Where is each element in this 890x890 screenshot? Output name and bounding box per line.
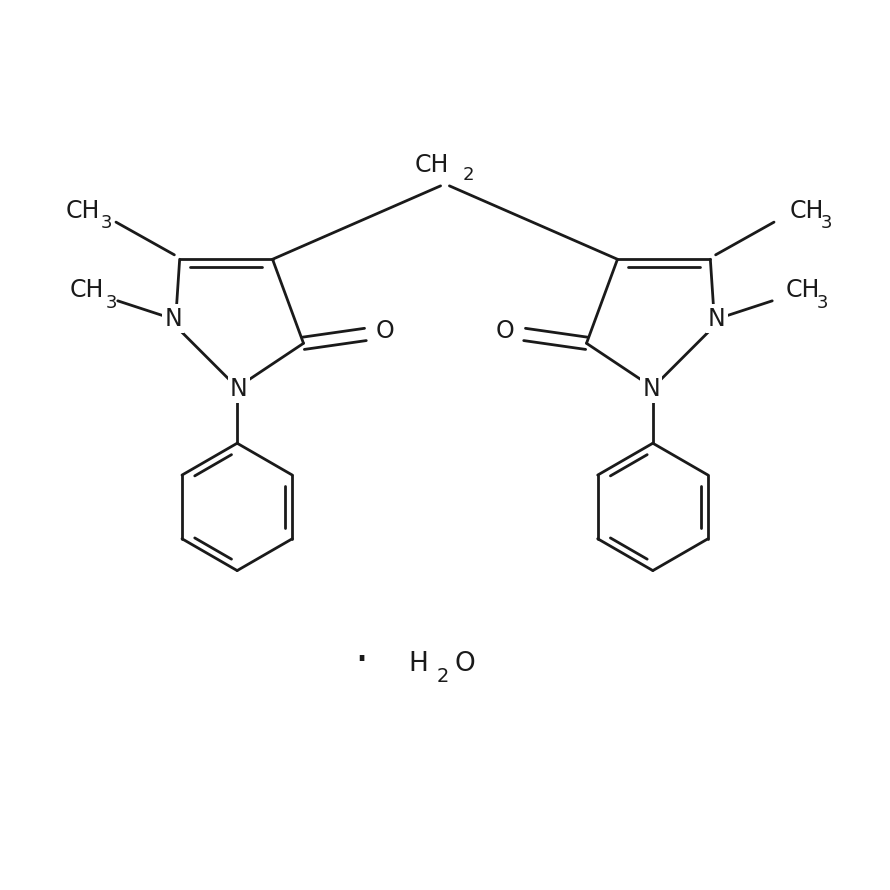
Text: N: N	[230, 377, 247, 401]
Text: 3: 3	[816, 294, 828, 311]
Text: H: H	[409, 651, 428, 677]
Text: 3: 3	[821, 214, 832, 232]
Text: 3: 3	[105, 294, 117, 311]
Text: N: N	[643, 377, 660, 401]
Text: O: O	[454, 651, 475, 677]
Text: CH: CH	[66, 198, 100, 222]
Text: 2: 2	[463, 166, 474, 184]
Text: CH: CH	[786, 279, 820, 303]
Text: CH: CH	[70, 279, 104, 303]
Text: 3: 3	[101, 214, 112, 232]
Text: CH: CH	[790, 198, 824, 222]
Text: O: O	[496, 319, 514, 343]
Text: O: O	[376, 319, 394, 343]
Text: CH: CH	[415, 152, 449, 176]
Text: N: N	[708, 306, 725, 330]
Text: ·: ·	[354, 640, 368, 684]
Text: N: N	[165, 306, 182, 330]
Text: 2: 2	[437, 668, 449, 686]
